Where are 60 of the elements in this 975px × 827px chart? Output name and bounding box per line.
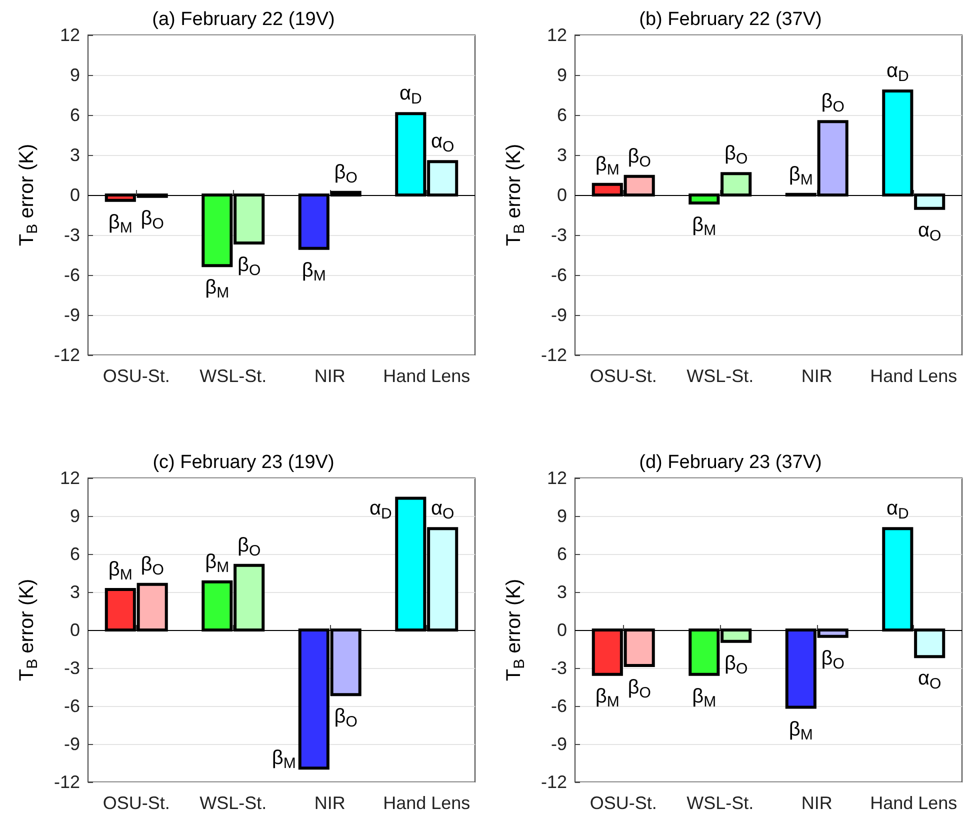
- y-tick-label: -3: [64, 225, 80, 245]
- y-tick-label: -6: [64, 265, 80, 285]
- x-tick-label: NIR: [314, 793, 346, 813]
- y-tick-label: -12: [54, 772, 80, 792]
- y-tick-label: -12: [540, 772, 567, 792]
- y-tick-label: 0: [70, 185, 80, 205]
- y-tick-label: -3: [64, 658, 80, 678]
- y-tick-label: 3: [556, 145, 567, 165]
- y-tick-label: 12: [60, 468, 80, 488]
- y-tick-label: -9: [550, 305, 567, 325]
- x-tick-label: WSL-St.: [200, 793, 267, 813]
- y-tick-label: 12: [546, 25, 567, 45]
- x-tick-label: Hand Lens: [383, 366, 470, 386]
- x-tick-label: OSU-St.: [102, 793, 170, 813]
- x-tick-label: WSL-St.: [200, 366, 267, 386]
- y-axis-title: TB error (K): [503, 144, 528, 246]
- x-tick-label: NIR: [801, 793, 832, 813]
- y-tick-label: 12: [60, 25, 80, 45]
- y-tick-label: -9: [64, 305, 80, 325]
- y-axis-title: TB error (K): [16, 144, 41, 246]
- y-axis-title: TB error (K): [503, 578, 528, 682]
- x-tick-label: Hand Lens: [383, 793, 470, 813]
- y-tick-label: -6: [64, 696, 80, 716]
- y-tick-label: 9: [70, 506, 80, 526]
- y-tick-label: -12: [54, 345, 80, 365]
- y-tick-label: 0: [70, 620, 80, 640]
- x-tick-label: OSU-St.: [590, 366, 657, 386]
- y-tick-label: -3: [550, 658, 567, 678]
- y-tick-label: 3: [556, 582, 567, 602]
- y-tick-label: 3: [70, 145, 80, 165]
- y-tick-label: -6: [550, 265, 567, 285]
- y-tick-label: 6: [556, 544, 567, 564]
- x-tick-label: WSL-St.: [686, 793, 754, 813]
- y-tick-label: 9: [556, 506, 567, 526]
- y-tick-label: -9: [550, 734, 567, 754]
- y-tick-label: 9: [556, 65, 567, 85]
- y-tick-label: 0: [556, 185, 567, 205]
- y-tick-label: 3: [70, 582, 80, 602]
- y-tick-label: 9: [70, 65, 80, 85]
- y-tick-label: 6: [70, 544, 80, 564]
- y-tick-label: 6: [70, 105, 80, 125]
- y-tick-label: -9: [64, 734, 80, 754]
- y-tick-label: -3: [550, 225, 567, 245]
- x-tick-label: WSL-St.: [686, 366, 754, 386]
- x-tick-label: OSU-St.: [102, 366, 170, 386]
- x-tick-label: NIR: [801, 366, 832, 386]
- chart-title: (c) February 23 (19V): [152, 452, 334, 473]
- y-tick-label: -6: [550, 696, 567, 716]
- y-axis-title: TB error (K): [16, 578, 41, 682]
- chart-title: (b) February 22 (37V): [639, 9, 822, 30]
- chart-title: (a) February 22 (19V): [152, 9, 335, 30]
- x-tick-label: NIR: [314, 366, 346, 386]
- x-tick-label: Hand Lens: [870, 793, 958, 813]
- x-tick-label: OSU-St.: [590, 793, 657, 813]
- x-tick-label: Hand Lens: [870, 366, 958, 386]
- y-tick-label: 6: [556, 105, 567, 125]
- y-tick-label: 12: [546, 468, 567, 488]
- y-tick-label: -12: [540, 345, 567, 365]
- chart-title: (d) February 23 (37V): [639, 452, 822, 473]
- y-tick-label: 0: [556, 620, 567, 640]
